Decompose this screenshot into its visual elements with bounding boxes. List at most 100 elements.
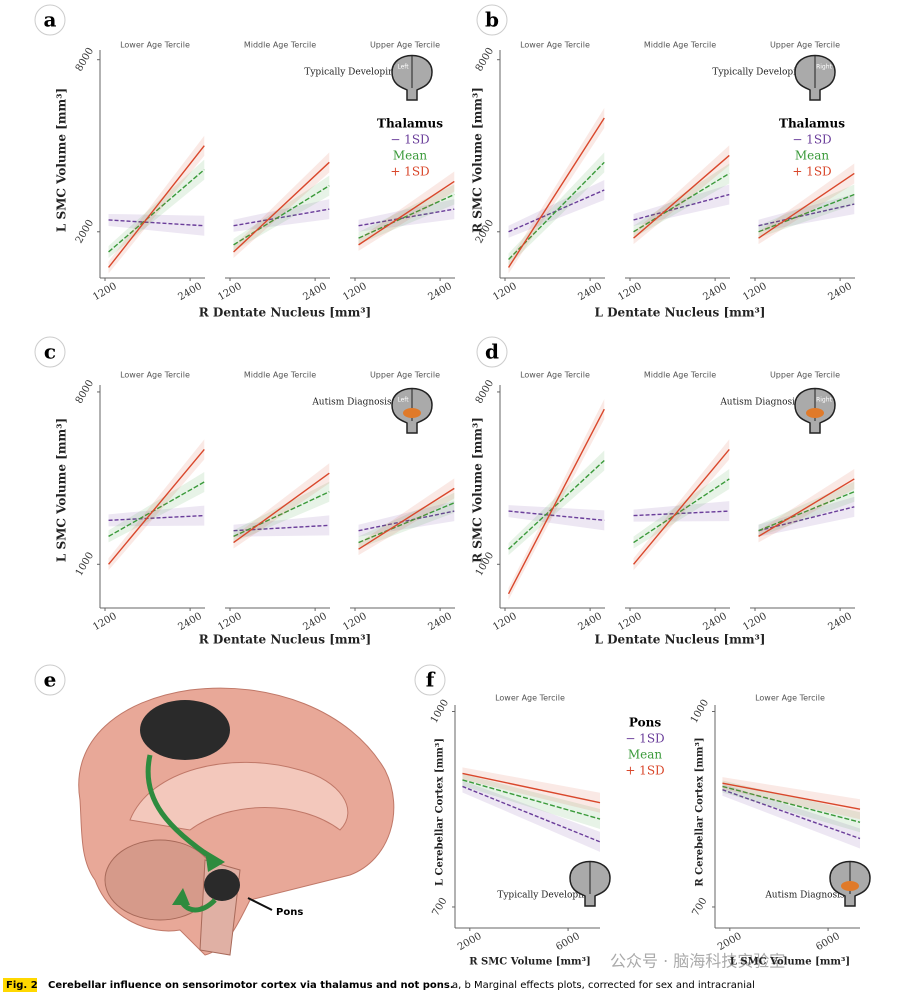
fit-line [108,481,205,538]
subpanel-title: Middle Age Tercile [244,371,316,380]
confidence-band [722,780,860,833]
fit-line [507,117,605,268]
confidence-band [108,439,205,571]
y-tick-label: 1000 [429,698,451,726]
legend-entry: − 1SD [792,133,831,147]
x-tick-label: 1200 [91,281,119,303]
subpanel-title: Middle Age Tercile [644,371,716,380]
confidence-band [233,175,330,251]
caption-text: a, b Marginal effects plots, corrected f… [452,980,755,991]
subpanel-title: Upper Age Tercile [370,371,440,380]
y-tick-label: 2000 [74,218,96,246]
confidence-band [233,463,330,549]
fit-line [233,161,330,253]
fit-line [462,772,601,804]
x-tick-label: 6000 [554,931,582,953]
x-axis-label: L Dentate Nucleus [mm³] [595,306,766,320]
group-label: Typically Developing [304,68,400,78]
x-tick-label: 2400 [701,281,729,303]
caption-label: Fig. 2 [6,980,38,991]
pathway-arrow [145,754,217,863]
y-axis-label: L SMC Volume [mm³] [55,88,69,232]
brain-side: Right [816,64,832,71]
panel-letter-badge [34,4,66,36]
y-tick-label: 8000 [74,46,96,74]
subpanel-title: Middle Age Tercile [244,41,316,50]
panel-letter: f [426,668,436,692]
legend-entry: Mean [393,149,428,163]
confidence-band [233,515,330,537]
x-axis-label: R Dentate Nucleus [mm³] [199,633,371,647]
fit-line [462,779,601,820]
cortex-region [140,700,230,760]
fit-line [633,172,730,233]
fit-line [508,189,605,233]
brain-highlight [841,881,859,891]
confidence-band [358,171,455,251]
x-tick-label: 2000 [716,931,744,953]
watermark: 公众号 · 脑海科技实验室 [610,952,785,971]
fit-line [107,145,205,268]
fit-line [758,506,855,532]
panel-letter-badge [476,4,508,36]
y-tick-label: 8000 [474,46,496,74]
legend-entry: − 1SD [390,133,429,147]
confidence-band [758,481,855,537]
fit-line [633,448,730,565]
fit-line [758,193,855,233]
subpanel-title: Lower Age Tercile [520,371,590,380]
subpanel-title: Upper Age Tercile [370,41,440,50]
confidence-band [758,184,855,238]
x-tick-label: 1200 [616,611,644,633]
x-tick-label: 1200 [216,281,244,303]
x-tick-label: 2400 [301,611,329,633]
caption-label-box [3,978,37,992]
confidence-band [108,213,205,236]
fit-line [108,514,205,522]
x-axis-label: L SMC Volume [mm³] [730,957,850,968]
x-tick-label: 2400 [576,611,604,633]
group-label: Typically Developing [712,68,808,78]
pons-pointer [247,897,273,911]
group-label: Typically Developing [497,891,593,901]
fit-line [108,169,205,253]
confidence-band [358,478,455,556]
x-tick-label: 6000 [814,931,842,953]
fit-line [508,459,605,550]
confidence-band [758,468,855,543]
brain-highlight [806,408,824,418]
confidence-band [633,163,730,238]
fit-line [758,172,855,239]
x-tick-label: 1200 [491,611,519,633]
confidence-band [633,184,730,226]
x-tick-label: 2400 [176,281,204,303]
y-axis-label: R Cerebellar Cortex [mm³] [695,737,706,886]
caption-title: Cerebellar influence on sensorimotor cor… [48,980,454,991]
y-axis-label: R SMC Volume [mm³] [471,87,485,233]
y-tick-label: 700 [690,896,709,918]
x-tick-label: 2000 [456,931,484,953]
fit-line [633,154,730,239]
subpanel-title: Lower Age Tercile [120,41,190,50]
confidence-band [233,481,330,543]
confidence-band [508,108,605,274]
confidence-band [758,163,855,245]
legend-entry: Mean [628,748,663,762]
y-tick-label: 700 [430,896,449,918]
x-tick-label: 1200 [616,281,644,303]
brain-side: Left [397,64,409,71]
brain-side: Right [816,397,832,404]
panel-letter-badge [476,336,508,368]
x-tick-label: 2400 [701,611,729,633]
subpanel-title: Lower Age Tercile [755,694,825,703]
y-axis-label: L Cerebellar Cortex [mm³] [435,738,446,886]
x-tick-label: 1200 [741,611,769,633]
subpanel-title: Lower Age Tercile [520,41,590,50]
fit-line [358,208,455,227]
y-tick-label: 1000 [74,551,96,579]
y-axis-label: R SMC Volume [mm³] [471,417,485,563]
y-tick-label: 1000 [689,698,711,726]
confidence-band [722,783,860,849]
subpanel-title: Lower Age Tercile [495,694,565,703]
fit-line [358,193,455,239]
